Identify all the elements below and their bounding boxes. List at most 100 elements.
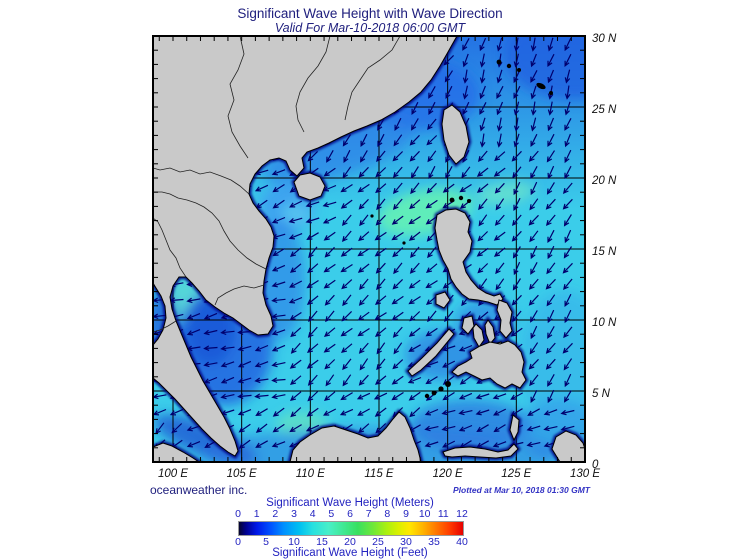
wave-arrow	[376, 358, 386, 371]
wave-arrow	[530, 389, 538, 404]
wave-arrow	[203, 361, 218, 368]
wave-arrow	[305, 201, 320, 208]
wave-arrow	[342, 374, 352, 387]
wave-arrow	[306, 295, 319, 305]
wave-arrow	[426, 135, 438, 146]
wave-arrow	[528, 358, 539, 370]
wave-arrow	[547, 53, 555, 67]
wave-arrow	[360, 150, 368, 163]
wave-arrow	[476, 311, 489, 321]
colorbar-tick-4: 4	[309, 508, 316, 520]
wave-arrow	[564, 37, 572, 52]
wave-arrow	[408, 215, 421, 225]
wave-arrow	[271, 361, 286, 368]
wave-arrow	[324, 359, 336, 370]
wave-arrow	[323, 391, 336, 402]
wave-arrow	[392, 326, 403, 338]
wave-arrow	[255, 408, 268, 416]
wave-arrow	[513, 101, 520, 116]
wave-arrow	[513, 197, 521, 211]
wave-arrow	[530, 53, 537, 68]
wave-arrow	[513, 69, 521, 84]
wave-arrow	[339, 408, 354, 416]
wave-arrow	[374, 247, 387, 257]
wave-arrow	[324, 246, 335, 258]
wave-arrow	[407, 376, 422, 384]
wave-arrow	[512, 166, 522, 179]
wave-arrow	[357, 327, 370, 337]
wave-arrow	[411, 101, 419, 115]
wave-arrow	[220, 329, 235, 336]
wave-arrow	[238, 423, 251, 433]
wave-arrow	[495, 198, 505, 211]
wave-arrow	[495, 262, 505, 275]
colorbar-tick-11: 11	[437, 508, 449, 520]
wave-arrow	[530, 117, 537, 132]
wave-arrow	[271, 393, 286, 400]
wave-arrow	[358, 166, 369, 178]
lon-label-115E: 115 E	[364, 468, 394, 480]
wave-arrow	[410, 166, 419, 179]
wave-arrow	[341, 230, 352, 243]
wave-arrow	[254, 393, 269, 399]
wave-arrow	[220, 393, 235, 400]
wave-arrow	[254, 377, 269, 384]
wave-arrow	[289, 424, 302, 433]
wave-arrow	[428, 101, 436, 115]
wave-arrow	[342, 166, 352, 179]
wave-arrow	[323, 343, 336, 353]
wave-arrow	[271, 169, 286, 176]
wave-arrow	[358, 231, 370, 242]
wave-arrow	[475, 393, 490, 400]
wave-arrow	[391, 231, 404, 241]
wave-arrow	[564, 101, 571, 116]
wave-arrow	[271, 297, 286, 304]
wave-arrow	[479, 85, 486, 100]
wave-arrow	[512, 278, 522, 291]
wave-arrow	[424, 425, 439, 432]
wave-arrow	[272, 248, 285, 257]
wave-arrow	[392, 166, 403, 178]
wave-arrow	[530, 70, 538, 83]
wave-arrow	[342, 358, 352, 371]
wave-arrow	[564, 149, 572, 164]
wave-arrow	[444, 70, 454, 83]
wave-arrow	[289, 280, 303, 288]
wave-arrow	[392, 151, 404, 162]
wave-arrow	[326, 150, 334, 163]
lat-label-20N: 20 N	[592, 175, 617, 187]
wave-arrow	[305, 217, 320, 224]
wave-arrow	[530, 85, 537, 100]
wave-arrow	[428, 165, 436, 179]
wave-arrow	[496, 101, 504, 116]
wave-arrow	[340, 343, 353, 354]
wave-arrow	[477, 150, 488, 163]
wave-arrow	[477, 263, 489, 274]
wave-arrow	[340, 247, 353, 257]
wave-arrow	[392, 198, 403, 211]
colorbar-tick-15: 15	[316, 536, 328, 548]
wave-arrow	[424, 408, 439, 416]
lon-label-120E: 120 E	[432, 468, 463, 480]
wave-arrow	[512, 310, 522, 323]
wave-arrow	[290, 407, 302, 418]
wave-arrow	[410, 246, 420, 259]
wave-arrow	[511, 150, 522, 162]
wave-arrow	[409, 311, 421, 322]
wave-arrow	[425, 376, 438, 385]
wave-arrow	[375, 167, 387, 178]
wave-arrow	[271, 377, 286, 383]
wave-arrow	[563, 214, 572, 227]
wave-arrow	[530, 101, 537, 116]
wave-arrow	[511, 214, 522, 227]
wave-arrow	[496, 85, 504, 99]
wave-arrow	[237, 409, 252, 416]
wave-arrow	[323, 279, 336, 289]
wave-arrow	[427, 150, 437, 163]
wave-arrow	[342, 294, 352, 307]
wave-arrow	[458, 409, 473, 416]
wave-arrow	[462, 38, 470, 51]
wave-arrow	[427, 246, 437, 259]
wave-arrow	[545, 214, 556, 227]
wave-arrow	[462, 85, 469, 100]
